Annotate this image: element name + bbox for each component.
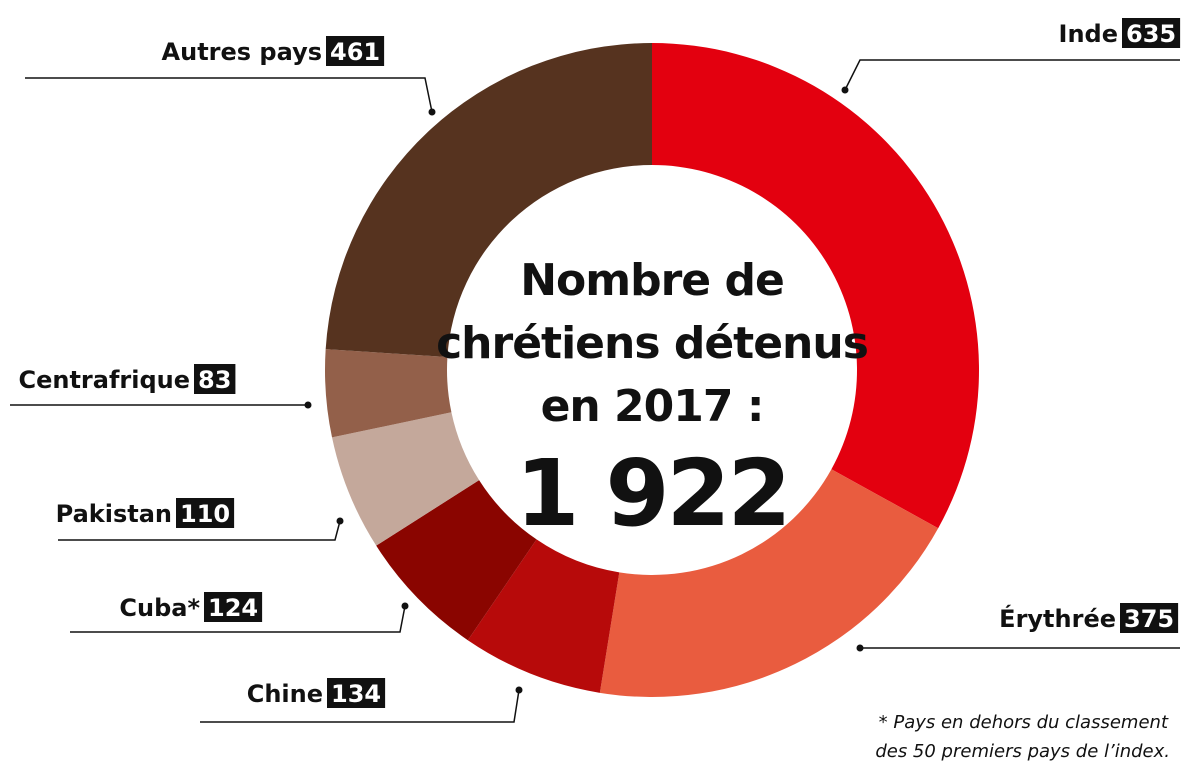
value-label: 110	[180, 500, 230, 528]
segment	[332, 412, 480, 546]
legend-label: Cuba*	[119, 594, 200, 622]
leader-line	[844, 59, 1180, 91]
leader-line	[58, 520, 341, 541]
value-label: 635	[1126, 20, 1176, 48]
leader-dot	[304, 401, 312, 409]
legend-label: Autres pays	[162, 38, 322, 66]
segment	[652, 43, 979, 529]
center-title: chrétiens détenus	[436, 318, 868, 369]
value-box	[204, 592, 263, 622]
leader-dot	[841, 86, 849, 94]
legend-label: Centrafrique	[18, 366, 190, 394]
value-label: 461	[330, 38, 380, 66]
value-box	[176, 498, 235, 528]
value-box	[1122, 18, 1181, 48]
value-label: 124	[208, 594, 258, 622]
center-title: en 2017 :	[541, 381, 764, 432]
value-label: 83	[198, 366, 231, 394]
leader-dot	[515, 686, 523, 694]
value-label: 375	[1124, 605, 1174, 633]
leader-line	[70, 605, 406, 633]
segment	[325, 43, 652, 357]
leader-dot	[401, 602, 409, 610]
value-box	[1120, 603, 1179, 633]
value-box	[326, 36, 385, 66]
legend-label: Érythrée	[999, 604, 1116, 633]
legend-label: Chine	[247, 680, 323, 708]
footnote: * Pays en dehors du classement	[879, 712, 1169, 733]
leader-line	[25, 77, 433, 113]
segment	[325, 349, 452, 438]
center-title: Nombre de	[520, 255, 784, 306]
leader-dot	[856, 644, 864, 652]
leader-line	[200, 689, 520, 723]
legend-label: Pakistan	[56, 500, 172, 528]
footnote: des 50 premiers pays de l’index.	[875, 741, 1170, 762]
segment	[599, 469, 939, 697]
segment	[467, 539, 620, 693]
value-box	[194, 364, 236, 394]
donut	[325, 43, 979, 697]
value-box	[327, 678, 386, 708]
legend-label: Inde	[1059, 20, 1118, 48]
segment	[376, 480, 537, 641]
value-label: 134	[331, 680, 381, 708]
leader-dot	[428, 108, 436, 116]
total: 1 922	[515, 440, 788, 547]
leader-dot	[336, 517, 344, 525]
